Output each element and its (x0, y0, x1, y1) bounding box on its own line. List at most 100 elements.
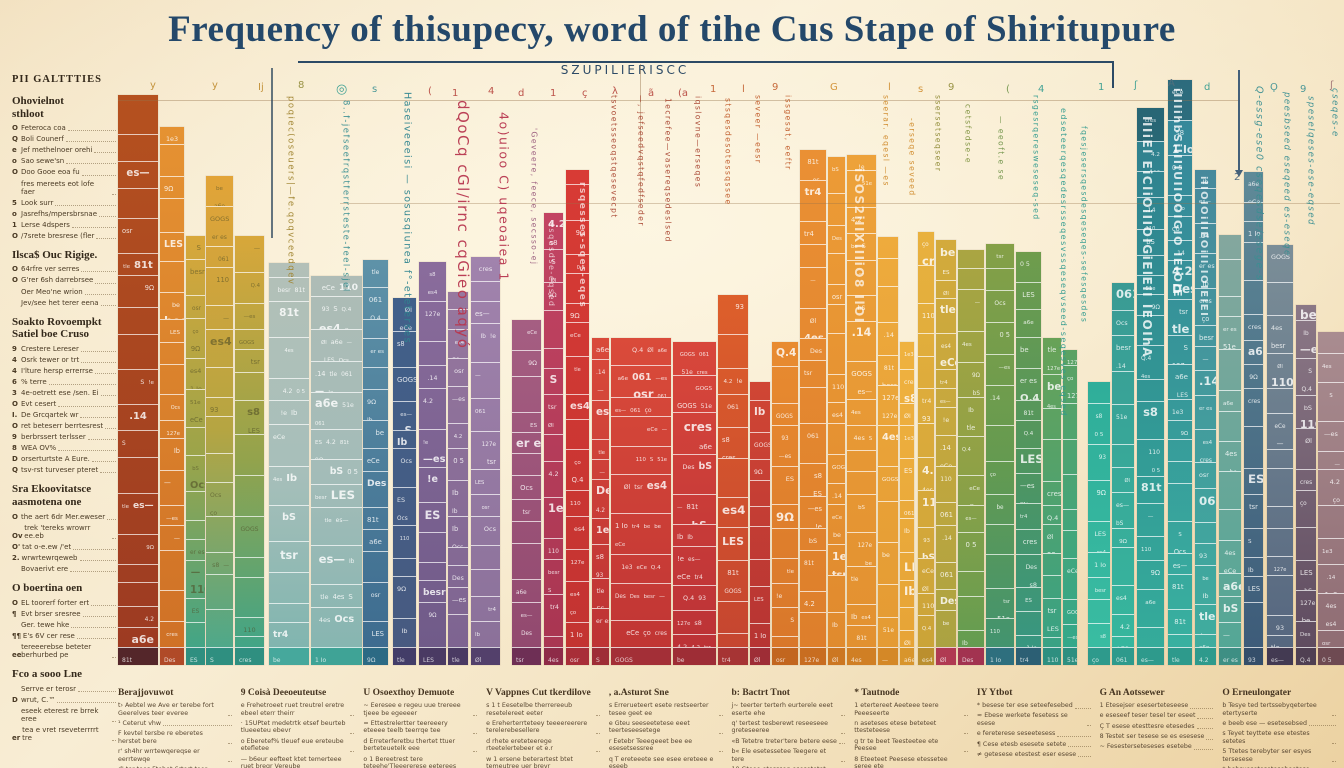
legend-item: o 1 Bereetrest tere teteehe'Tleeererese … (363, 756, 477, 768)
glyph-text: LES (169, 330, 180, 336)
glyph-text: tsr (704, 645, 711, 647)
glyph-text: .14 (883, 331, 894, 339)
bar: GOGS06151ecresGOGSGOGS51e81tcresa6eDesbS… (673, 342, 716, 665)
dotted-leader (73, 548, 116, 550)
item-text: wrwrtewrqeweb (21, 553, 78, 562)
bar-segment: tle 81t (118, 253, 158, 275)
glyph-text: a6e (657, 348, 667, 354)
bar-segment: tle es— (311, 507, 362, 545)
bar-segment: Ib!e (471, 323, 500, 362)
glyph-text: S (549, 374, 558, 386)
bar-segment (269, 572, 309, 603)
glyph-text: es— (335, 517, 349, 524)
bar-segment: 4es (958, 331, 984, 362)
glyph-text: 93 (210, 406, 219, 414)
rotated-label: IIIiEl EiCliOiIIOIGiElEII IEOIhA (1141, 116, 1153, 358)
item-marker: 9 (12, 433, 17, 442)
dotted-leader (48, 384, 116, 386)
bar-segment: Øl4es (800, 308, 826, 338)
glyph-text: cres (1248, 399, 1261, 405)
bar-segment: tle es— (118, 493, 158, 534)
bar-segment: 93 (718, 295, 748, 334)
glyph-text: .14 (427, 375, 438, 382)
legend-item: ~ Fesesterseteseses esetebe (1100, 743, 1214, 751)
dotted-leader (841, 761, 846, 763)
dotted-leader (81, 174, 116, 176)
bar-segment: —es—es (1063, 624, 1077, 647)
legend-item: ≈ Ebese werkete fesetess se esese (977, 712, 1091, 727)
glyph-text: — (974, 300, 980, 306)
glyph-text: a6e (369, 538, 382, 546)
legend-item-text: e Frehetroeet ruet treutrel eretre ebeel… (240, 702, 345, 717)
glyph-text: ES (1248, 472, 1263, 486)
bar-segment (393, 558, 416, 576)
glyph-text: Ib (452, 509, 458, 515)
glyph-text: a6e (315, 397, 339, 410)
legend-column: Berajjovuwot t› Aebtel we Ave er terebe f… (118, 688, 232, 768)
legend-item: n aseteses etese beteteet ttesteteese (854, 720, 968, 735)
bar-segment (160, 198, 184, 232)
bar-segment (118, 457, 158, 493)
glyph-text: 81t (856, 635, 867, 642)
item-text: I'lture hersp errerrse (21, 367, 93, 375)
glyph-text: —es (1020, 482, 1035, 490)
section-header: Sra Ekoovitatsce aasmotena one (12, 483, 92, 509)
glyph-text: be (654, 524, 661, 530)
glyph-text: 061 (904, 511, 914, 517)
glyph-text: be (1202, 576, 1209, 582)
bar-segment: es4 (592, 400, 609, 439)
glyph-text: s8 (429, 272, 436, 278)
bar-segment: ço (1296, 490, 1316, 527)
bar-segment (1267, 468, 1293, 506)
legend-item-text: t› Aebtel we Ave er terebe fort Geerelve… (118, 702, 214, 717)
glyph-text: 4es (962, 342, 972, 348)
glyph-text: 4es (851, 410, 861, 416)
legend-item-text: = Ettestrelertter teereeery eteeee teelb… (363, 719, 448, 735)
glyph-text: 51e (1116, 414, 1128, 421)
bar-segment (1063, 509, 1077, 530)
section-header: O boertina oen (12, 582, 83, 595)
bar-segment (1137, 171, 1164, 197)
bar-segment: eCe ço cres (611, 620, 671, 647)
item-marker: e (12, 146, 17, 155)
dotted-leader (71, 626, 116, 628)
bar-segment: —93 (160, 525, 184, 550)
glyph-text: Q.4 (922, 626, 932, 632)
bar-segment (1219, 349, 1241, 390)
bar-segment: 4.2ço (1318, 469, 1344, 505)
glyph-text: er es (1199, 263, 1215, 270)
glyph-text: bS (922, 553, 934, 558)
bar-segment: a6ebesr (118, 627, 158, 647)
bar-segment (186, 520, 205, 539)
glyph-text: .14 (940, 444, 951, 452)
glyph-text: 93 (1275, 624, 1285, 632)
bar-segment (160, 261, 184, 292)
glyph-text: bS (1303, 404, 1312, 412)
glyph-text: 81t (686, 503, 699, 511)
bar-segment: Ocs (986, 290, 1014, 322)
legend-item: 10 Gteee etessseg esesetetet bese (732, 766, 846, 768)
legend-item: 1 Etesejser eseserteteseese (1100, 702, 1214, 710)
gridline (640, 64, 641, 204)
glyph-text: tle (371, 269, 380, 276)
glyph-text: Des (629, 594, 640, 600)
glyph-text: tle (1199, 610, 1216, 623)
bar-segment (160, 364, 184, 394)
bar: 1e3ço9ΩLESbebesrLES4esOcs127eIb——es—93cr… (160, 127, 184, 665)
legend-item: e Ereherterrteteey teeeereerere terelere… (486, 720, 600, 735)
bar-segment: cres (1244, 388, 1263, 426)
glyph-text: s8 (694, 619, 702, 627)
glyph-text: Ocs (452, 544, 463, 547)
bar-segment: be (1016, 337, 1041, 368)
bar-segment: a6e (1219, 390, 1241, 411)
bar-segment: 81tGOGS (847, 625, 876, 647)
bar-segment (206, 416, 233, 453)
glyph-text: 81t (279, 307, 299, 319)
bar-segment: ço9Ω (186, 318, 205, 358)
bar-segment: er es (512, 432, 541, 453)
bar-segment: Des— (448, 565, 468, 587)
bar-terminal-band: 4es (847, 647, 876, 665)
